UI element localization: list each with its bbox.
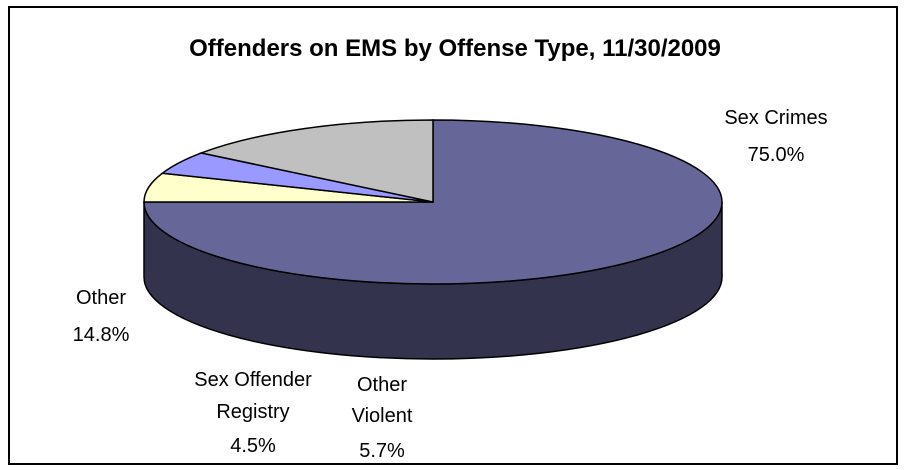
chart-title: Offenders on EMS by Offense Type, 11/30/… xyxy=(189,35,721,62)
chart-frame: Offenders on EMS by Offense Type, 11/30/… xyxy=(8,6,898,465)
pie-chart: Sex Crimes 75.0% Other 14.8% Sex Offende… xyxy=(73,107,828,462)
slice-label-sex-offender-registry: Sex Offender Registry 4.5% xyxy=(194,369,312,457)
slice-label-other: Other 14.8% xyxy=(73,287,130,346)
slice-label-other-violent: Other Violent 5.7% xyxy=(352,374,413,462)
slice-name-other-violent-line1: Other xyxy=(357,374,407,396)
slice-name-sex-crimes: Sex Crimes xyxy=(724,107,827,129)
slice-name-sex-offender-registry-line1: Sex Offender xyxy=(194,369,312,391)
slice-name-other: Other xyxy=(76,287,126,309)
pie-slice-other xyxy=(198,119,434,203)
slice-value-sex-crimes: 75.0% xyxy=(748,144,805,166)
slice-value-other: 14.8% xyxy=(73,324,130,346)
slice-value-other-violent: 5.7% xyxy=(359,440,405,462)
slice-name-other-violent-line2: Violent xyxy=(352,405,413,427)
slice-label-sex-crimes: Sex Crimes 75.0% xyxy=(724,107,827,166)
pie-tops xyxy=(143,119,723,285)
slice-value-sex-offender-registry: 4.5% xyxy=(230,435,276,457)
pie-slice-sex-crimes xyxy=(143,119,723,285)
slice-name-sex-offender-registry-line2: Registry xyxy=(216,401,289,423)
